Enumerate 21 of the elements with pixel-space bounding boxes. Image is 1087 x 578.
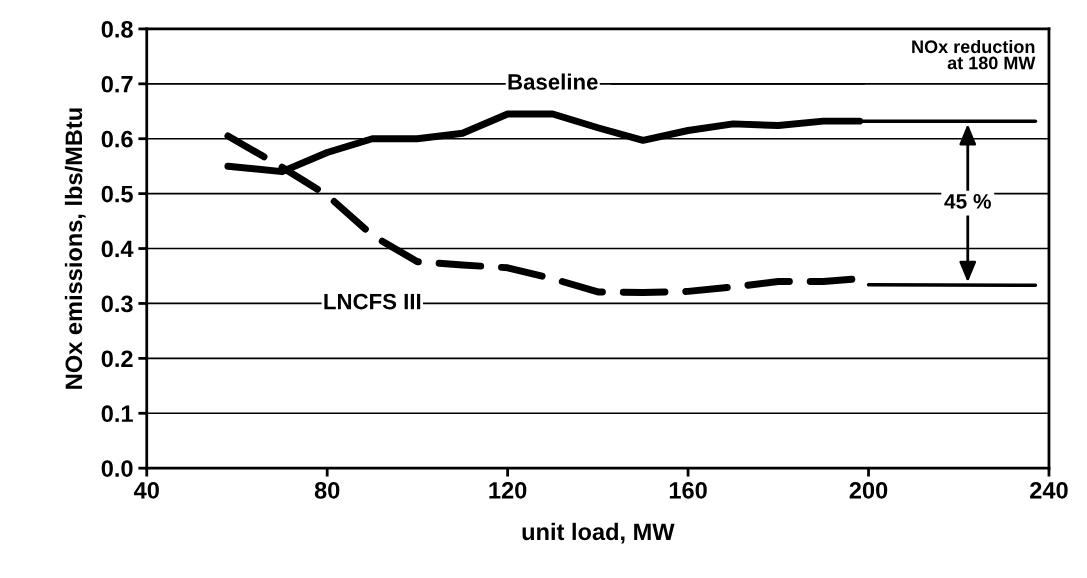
y-tick-label: 0.7 [101,75,133,93]
y-tick-label: 0.1 [101,405,133,423]
x-tick-label: 120 [489,482,527,499]
annotation: NOx reduction at 180 MW [912,39,1036,70]
y-tick-label: 0.0 [101,460,133,477]
y-tick-label: 0.2 [101,350,133,368]
series-label: Baseline [508,73,598,90]
x-axis-title: unit load, MW [522,522,675,544]
x-tick-label: 240 [1030,482,1068,499]
x-tick-label: 80 [314,482,340,499]
y-tick-label: 0.5 [101,185,133,203]
series-label: LNCFS III [324,293,421,310]
y-tick-label: 0.6 [101,130,133,148]
y-tick-label: 0.4 [101,240,134,258]
x-tick-label: 40 [133,482,159,499]
y-tick-label: 0.3 [101,295,133,313]
y-axis-title: NOx emissions, lbs/MBtu [64,108,86,389]
x-tick-label: 200 [849,482,888,499]
y-tick-label: 0.8 [101,20,133,38]
annotation: 45 % [944,194,991,209]
x-tick-label: 160 [669,482,707,499]
